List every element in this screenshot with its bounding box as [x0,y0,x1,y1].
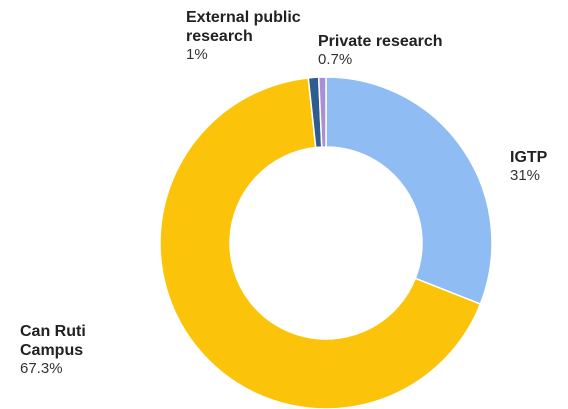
label-private-name: Private research [318,33,443,50]
label-external-pct: 1% [186,46,208,64]
label-igtp-pct: 31% [510,167,541,185]
label-igtp-name: IGTP [510,149,548,166]
label-can-ruti-name-2: Campus [20,342,84,360]
label-can-ruti-name-1: Can Ruti [20,323,86,340]
label-can-ruti-pct: 67.3% [20,360,63,378]
label-igtp: IGTP 31% [510,148,547,185]
label-external: External public research 1% [186,8,301,64]
label-can-ruti: Can Ruti Campus 67.3% [20,322,86,378]
label-external-name-1: External public [186,9,301,26]
slice-igtp [325,76,493,306]
label-private: Private research 0.7% [318,32,443,69]
slice-private-research [317,76,327,148]
label-external-name-2: research [186,28,253,46]
label-private-pct: 0.7% [318,51,353,69]
